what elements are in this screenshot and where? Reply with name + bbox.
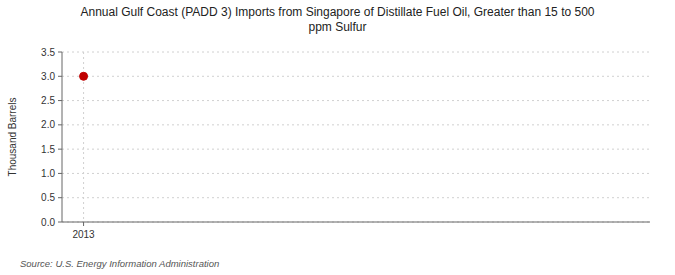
source: Source: U.S. Energy Information Administ…	[20, 258, 219, 269]
points	[80, 72, 88, 80]
y-tick-label: 1.0	[41, 168, 55, 179]
grid-line-y	[62, 100, 650, 101]
y-tick	[58, 173, 62, 174]
y-axis-line	[62, 52, 63, 222]
y-tick	[58, 52, 62, 53]
x-tick-label: 2013	[72, 229, 95, 240]
y-tick	[58, 149, 62, 150]
grid-line-y	[62, 124, 650, 125]
y-tick	[58, 100, 62, 101]
grid-line-y	[62, 149, 650, 150]
y-tick-label: 2.0	[41, 119, 55, 130]
grid-line-y	[62, 197, 650, 198]
y-tick	[58, 76, 62, 77]
y-tick-label: 0.0	[41, 217, 55, 228]
title: Annual Gulf Coast (PADD 3) Imports from …	[80, 5, 594, 34]
grid	[62, 52, 650, 222]
chart-container: Annual Gulf Coast (PADD 3) Imports from …	[0, 0, 675, 275]
y-tick-label: 3.5	[41, 47, 55, 58]
y-tick	[58, 222, 62, 223]
y-axis-label: Thousand Barrels	[7, 98, 18, 177]
x-axis-line	[62, 222, 650, 223]
y-tick-label: 1.5	[41, 144, 55, 155]
y-tick	[58, 197, 62, 198]
grid-line-y	[62, 173, 650, 174]
y-tick	[58, 124, 62, 125]
y-tick-label: 2.5	[41, 95, 55, 106]
chart: Annual Gulf Coast (PADD 3) Imports from …	[0, 0, 675, 275]
y-tick-label: 3.0	[41, 71, 55, 82]
point	[80, 72, 88, 80]
grid-line-y	[62, 52, 650, 53]
x-tick	[83, 222, 84, 226]
grid-line-y	[62, 76, 650, 77]
grid-line-y	[62, 222, 650, 223]
background	[0, 0, 675, 275]
y-tick-label: 0.5	[41, 192, 55, 203]
